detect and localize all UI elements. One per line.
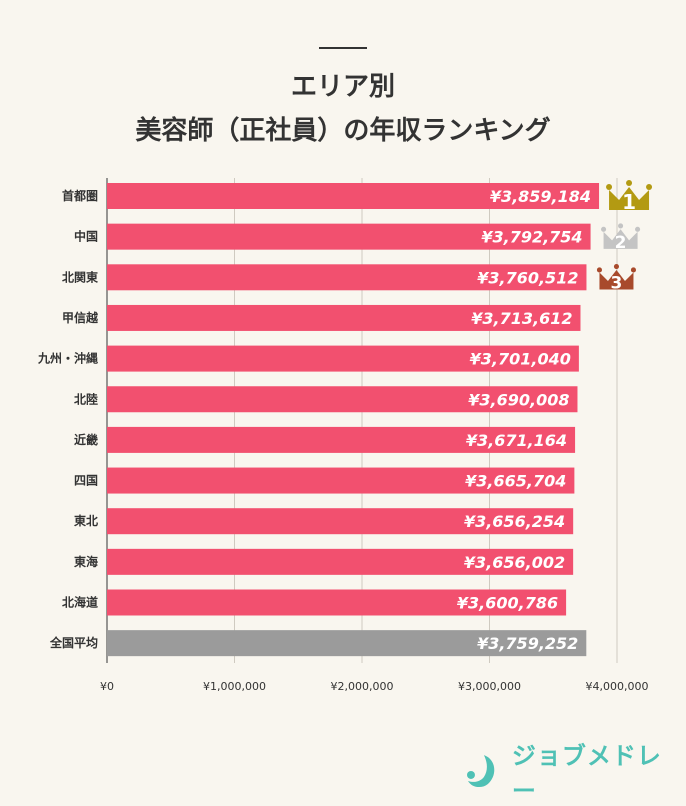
x-tick-label: ¥2,000,000	[331, 680, 394, 693]
chart-title-line-2: 美容師（正社員）の年収ランキング	[135, 116, 551, 146]
bar-value-label: ¥3,759,252	[477, 634, 578, 653]
bar	[107, 426, 576, 453]
bar-value-label: ¥3,671,164	[466, 431, 567, 450]
y-category-label: 近畿	[74, 432, 98, 447]
y-category-label: 中国	[74, 229, 98, 244]
bar	[107, 183, 600, 209]
y-category-label: 北陸	[74, 391, 98, 406]
y-category-label: 九州・沖縄	[37, 351, 98, 366]
rank-1-crown-icon: 1	[606, 180, 653, 214]
x-tick-label: ¥4,000,000	[586, 680, 649, 693]
bar	[107, 589, 567, 616]
y-category-label: 甲信越	[62, 310, 99, 325]
bar-value-label: ¥3,656,002	[464, 553, 565, 572]
bar-value-label: ¥3,760,512	[477, 268, 578, 287]
bar	[107, 345, 579, 372]
bar-value-label: ¥3,600,786	[457, 594, 558, 613]
bar-value-label: ¥3,713,612	[471, 309, 572, 328]
bar	[107, 223, 591, 250]
chart-title-line-1: エリア別	[290, 72, 395, 102]
rank-2-crown-icon: 2	[601, 223, 641, 253]
x-tick-label: ¥3,000,000	[458, 680, 521, 693]
x-tick-label: ¥0	[100, 680, 114, 693]
y-category-label: 東北	[74, 513, 98, 528]
bar-value-label: ¥3,701,040	[470, 350, 571, 369]
bar-value-label: ¥3,792,754	[481, 228, 582, 247]
bar	[107, 386, 578, 413]
y-category-label: 首都圏	[62, 188, 98, 203]
bar-value-label: ¥3,656,254	[464, 512, 565, 531]
brand-name: ジョブメドレー	[511, 742, 662, 805]
y-category-label: 東海	[74, 554, 98, 569]
brand-logo-icon	[466, 755, 495, 788]
rank-number: 3	[611, 274, 623, 294]
rank-number: 2	[615, 233, 627, 253]
y-category-label: 四国	[74, 474, 98, 488]
bar-chart: ¥0 ¥1,000,000 ¥2,000,000 ¥3,000,000 ¥4,000,0…	[37, 178, 653, 693]
bar	[107, 264, 587, 291]
bar	[107, 467, 575, 494]
brand-logo: ジョブメドレー	[466, 736, 686, 806]
bar	[107, 304, 581, 331]
y-category-label: 北海道	[62, 595, 98, 610]
title-rule	[319, 47, 367, 49]
bar	[107, 630, 587, 657]
x-tick-label: ¥1,000,000	[203, 680, 266, 693]
bar-value-label: ¥3,690,008	[468, 390, 569, 409]
rank-number: 1	[622, 190, 636, 214]
bar	[107, 508, 574, 535]
rank-3-crown-icon: 3	[596, 264, 637, 294]
bar	[107, 548, 574, 575]
y-category-label: 北関東	[62, 269, 98, 284]
y-category-label: 全国平均	[49, 635, 98, 650]
bar-value-label: ¥3,859,184	[490, 187, 591, 206]
bar-value-label: ¥3,665,704	[465, 472, 566, 491]
